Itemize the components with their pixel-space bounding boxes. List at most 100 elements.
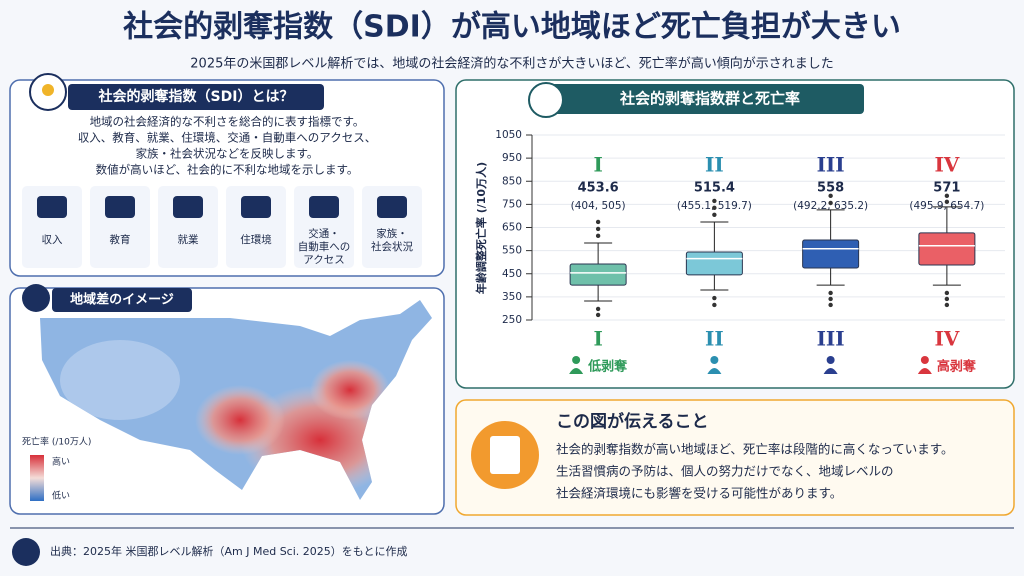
y-tick-label: 250 <box>502 314 522 326</box>
outlier <box>828 290 833 296</box>
interval-label: (495.9, 654.7) <box>909 200 984 212</box>
y-axis-label: 年齢調整死亡率 (/10万人) <box>474 162 488 294</box>
takeaway-line: 生活習慣病の予防は、個人の努力だけでなく、地域レベルの <box>556 464 894 479</box>
outlier <box>944 193 950 199</box>
takeaway-title: この図が伝えること <box>556 411 709 432</box>
outlier <box>595 306 601 312</box>
outlier <box>944 290 950 296</box>
factor-label: 家族・ <box>376 227 408 240</box>
outlier <box>828 200 833 206</box>
outlier <box>712 302 717 308</box>
legend-label: 高い <box>52 456 70 468</box>
factor-icon <box>377 196 407 218</box>
panel <box>455 79 1015 389</box>
outlier <box>595 233 601 239</box>
panel-title-bg <box>68 84 324 110</box>
category-label: III <box>817 153 845 177</box>
description: 数値が高いほど、社会的に不利な地域を示します。 <box>96 163 359 177</box>
outlier <box>712 212 717 217</box>
factor-icon <box>309 196 339 218</box>
category-label: II <box>705 327 724 351</box>
median-label: 558 <box>817 181 844 196</box>
y-tick-label: 850 <box>502 175 522 187</box>
category-label: IV <box>934 327 959 351</box>
icon <box>528 82 564 118</box>
low-label: 低剥奪 <box>587 359 628 375</box>
outlier <box>595 219 601 225</box>
person-icon <box>707 368 722 374</box>
person-icon <box>569 368 584 374</box>
outlier <box>712 198 717 204</box>
outlier <box>712 205 717 211</box>
factor-icon <box>37 196 67 218</box>
box <box>918 232 976 266</box>
legend-bar <box>30 455 44 501</box>
panel-title-bg <box>52 288 192 312</box>
panel-title-bg <box>544 84 864 114</box>
outlier <box>828 193 833 199</box>
factor-icon <box>241 196 271 218</box>
box <box>802 239 860 269</box>
factor-icon <box>105 196 135 218</box>
category-label: III <box>817 327 845 351</box>
outlier <box>944 199 950 205</box>
factor-label: 自動車への <box>298 240 351 253</box>
factor-label: 就業 <box>178 233 199 246</box>
person-icon <box>823 368 838 374</box>
chart-title: 社会的剥奪指数群と死亡率 <box>619 90 800 108</box>
person-icon <box>826 356 835 364</box>
footer: 出典：2025年 米国郡レベル解析（Am J Med Sci. 2025）をもと… <box>50 544 408 558</box>
y-tick-label: 450 <box>502 268 522 280</box>
y-tick-label: 350 <box>502 291 522 303</box>
box <box>569 263 627 286</box>
icon <box>22 284 50 312</box>
category-label: I <box>593 153 602 177</box>
outlier <box>595 312 601 318</box>
high-label: 高剥奪 <box>937 359 977 375</box>
y-tick-label: 650 <box>502 222 522 234</box>
takeaway-line: 社会的剥奪指数が高い地域ほど、死亡率は段階的に高くなっています。 <box>556 442 954 457</box>
outlier <box>595 226 601 232</box>
icon <box>490 436 520 474</box>
y-tick-label: 750 <box>502 198 522 210</box>
outlier <box>712 295 717 301</box>
factor-icon <box>173 196 203 218</box>
description: 家族・社会状況などを反映します。 <box>136 147 319 161</box>
y-tick-label: 550 <box>502 245 522 257</box>
factor-label: 社会状況 <box>371 240 413 253</box>
factor-label: 収入 <box>42 234 63 246</box>
y-tick-label: 1050 <box>495 129 522 141</box>
description: 地域の社会経済的な不利さを総合的に表す指標です。 <box>90 115 365 129</box>
legend-title: 死亡率 (/10万人) <box>22 436 91 448</box>
category-label: I <box>593 327 602 351</box>
category-label: IV <box>934 153 959 177</box>
person-icon <box>920 356 929 364</box>
outlier <box>944 302 950 308</box>
description: 収入、教育、就業、住環境、交通・自動車へのアクセス、 <box>78 131 376 145</box>
factor-label: 交通・ <box>308 227 340 240</box>
panel-title: 地域差のイメージ <box>70 292 174 308</box>
takeaway-line: 社会経済環境にも影響を受ける可能性があります。 <box>556 486 842 501</box>
panel-title: 社会的剥奪指数（SDI）とは？ <box>98 88 294 105</box>
median-label: 515.4 <box>694 181 735 196</box>
median-label: 571 <box>933 181 960 196</box>
category-label: II <box>705 153 724 177</box>
y-tick-label: 950 <box>502 152 522 164</box>
interval-label: (404, 505) <box>571 200 626 212</box>
outlier <box>828 296 833 302</box>
outlier <box>828 302 833 308</box>
subtitle: 2025年の米国郡レベル解析では、地域の社会経済的な不利さが大きいほど、死亡率が… <box>190 56 833 72</box>
icon <box>42 84 54 96</box>
person-icon <box>710 356 719 364</box>
interval-label: (492.2, 635.2) <box>793 200 868 212</box>
factor-label: 教育 <box>110 233 131 246</box>
factor-label: アクセス <box>303 254 344 266</box>
median-label: 453.6 <box>578 181 619 196</box>
legend-label: 低い <box>52 490 70 502</box>
title: 社会的剥奪指数（SDI）が高い地域ほど死亡負担が大きい <box>123 10 901 45</box>
factor-label: 住環境 <box>240 233 272 246</box>
person-icon <box>917 368 932 374</box>
box <box>685 251 743 276</box>
icon <box>12 538 40 566</box>
